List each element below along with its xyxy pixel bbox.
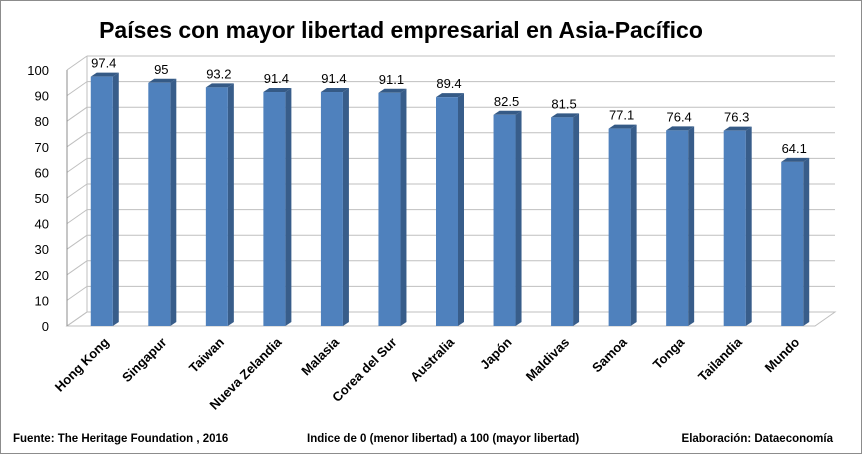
bar-top	[378, 88, 407, 93]
footer-source: Fuente: The Heritage Foundation , 2016	[13, 433, 229, 445]
bar	[263, 92, 286, 327]
bar-value-label: 76.3	[724, 110, 749, 125]
bar	[666, 130, 689, 326]
bar-value-label: 64.1	[782, 141, 807, 156]
bar-side	[630, 124, 637, 327]
bar-side	[227, 83, 234, 327]
bar-value-label: 97.4	[91, 56, 116, 71]
category-label: Tonga	[650, 334, 688, 372]
bar-top	[90, 72, 119, 77]
bar-value-label: 82.5	[494, 94, 519, 109]
bar-side	[515, 110, 522, 326]
category-label: Maldivas	[523, 335, 572, 384]
y-tick-label: 60	[35, 165, 49, 180]
bar	[781, 161, 804, 326]
bar-value-label: 95	[154, 62, 168, 77]
category-label: Malasia	[298, 334, 342, 378]
bar-top	[205, 83, 234, 88]
bar-side	[688, 126, 695, 326]
y-tick-label: 80	[35, 114, 49, 129]
bar	[378, 92, 401, 326]
bar-side	[342, 88, 349, 327]
bar-side	[803, 157, 810, 326]
bar	[148, 82, 171, 326]
y-tick-label: 50	[35, 191, 49, 206]
gridline-depth	[66, 285, 88, 301]
y-tick-label: 100	[27, 63, 49, 78]
bar	[320, 92, 343, 327]
bar	[90, 76, 113, 326]
bar-top	[320, 88, 349, 93]
bar	[493, 114, 516, 326]
bar-value-label: 91.1	[379, 72, 404, 87]
bar-top	[551, 113, 580, 118]
footer-note: Indice de 0 (menor libertad) a 100 (mayo…	[307, 433, 580, 445]
bar	[723, 130, 746, 326]
bar	[551, 117, 574, 326]
category-label: Tailandia	[695, 334, 745, 384]
footer-credit: Elaboración: Dataeconomía	[681, 433, 833, 445]
category-label: Hong Kong	[52, 334, 112, 394]
y-tick-label: 10	[35, 293, 49, 308]
y-tick-label: 30	[35, 242, 49, 257]
bar	[436, 97, 458, 326]
bar-top	[263, 88, 292, 93]
bar-value-label: 81.5	[551, 96, 576, 111]
bar-side	[112, 72, 119, 326]
category-label: Australia	[407, 334, 457, 384]
bar	[608, 128, 631, 326]
bar-top	[781, 157, 810, 162]
category-label: Taiwan	[186, 334, 227, 375]
gridline-depth	[66, 132, 88, 148]
category-label: Mundo	[762, 334, 803, 375]
bar-value-label: 76.4	[666, 109, 691, 124]
bar-value-label: 93.2	[206, 66, 231, 81]
y-tick-label: 40	[35, 217, 49, 232]
y-tick-label: 90	[35, 89, 49, 104]
bar-side	[745, 126, 752, 326]
bar-top	[436, 93, 464, 98]
bar-top	[493, 110, 522, 115]
bar-value-label: 91.4	[321, 71, 346, 86]
bar-side	[573, 113, 580, 326]
bar-value-label: 89.4	[436, 76, 461, 91]
bar-side	[285, 88, 292, 327]
category-label: Japón	[477, 334, 515, 372]
gridline-depth	[66, 260, 88, 276]
bar-top	[148, 78, 177, 83]
gridline-depth	[66, 81, 88, 97]
bar-top	[666, 126, 695, 131]
bar-side	[458, 93, 464, 326]
category-label: Singapur	[119, 335, 169, 385]
bar-side	[400, 88, 407, 326]
y-tick-label: 0	[42, 319, 49, 334]
chart-title: Países con mayor libertad empresarial en…	[99, 17, 703, 43]
gridline-depth	[66, 183, 88, 199]
bar-value-label: 77.1	[609, 108, 634, 123]
y-tick-label: 70	[35, 140, 49, 155]
bar-top	[608, 124, 637, 129]
bar	[205, 87, 228, 327]
bar-value-label: 91.4	[264, 71, 289, 86]
gridline-depth	[66, 55, 88, 71]
bar-side	[170, 78, 177, 326]
y-tick-label: 20	[35, 268, 49, 283]
gridline-depth	[66, 209, 88, 225]
bar-top	[723, 126, 752, 131]
gridline-depth	[66, 234, 88, 250]
category-label: Samoa	[589, 334, 630, 375]
gridline-depth	[66, 157, 88, 173]
gridline-depth	[66, 106, 88, 122]
